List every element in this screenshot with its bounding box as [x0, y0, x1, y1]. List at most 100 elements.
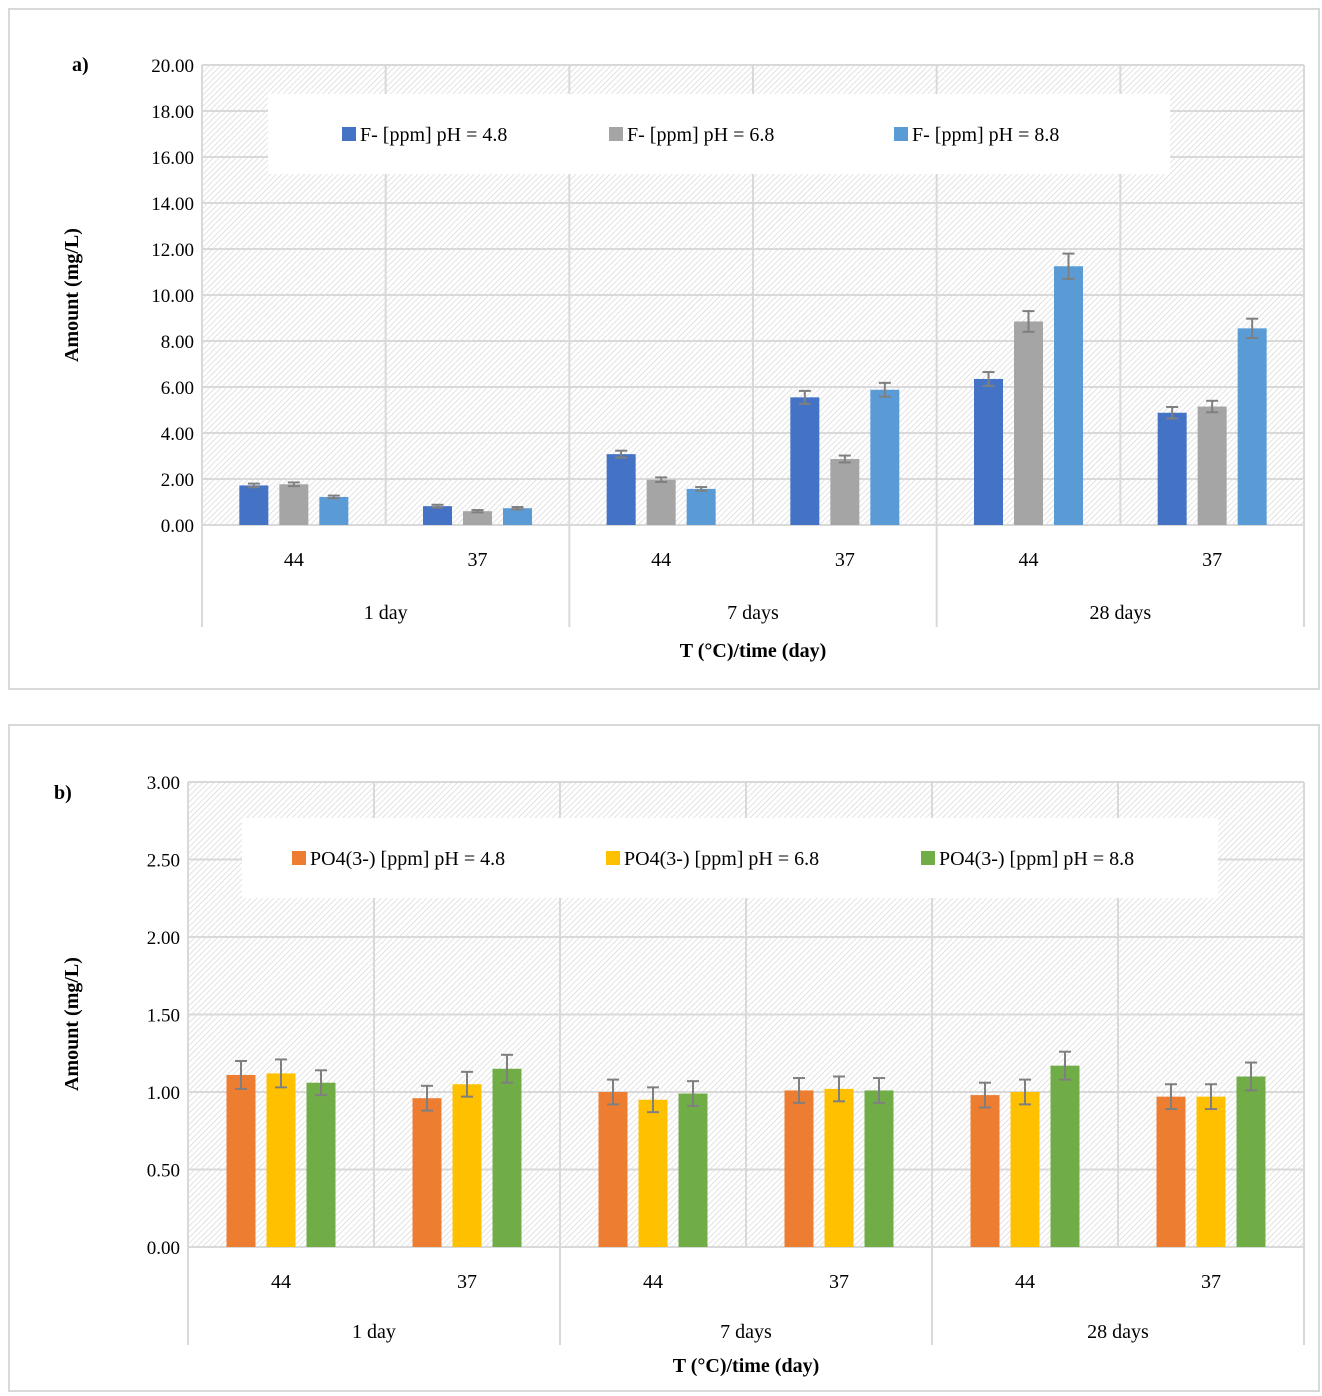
x-axis-title: T (°C)/time (day)	[680, 640, 827, 662]
bar	[678, 1093, 708, 1247]
bar	[830, 458, 860, 525]
bar	[423, 506, 452, 525]
panel-label: b)	[54, 782, 72, 804]
series-1-a	[239, 371, 1187, 525]
y-tick-label: 18.00	[151, 102, 194, 123]
bar	[1014, 321, 1043, 525]
y-tick-label: 2.00	[147, 928, 180, 949]
x-tick-label: 44	[271, 1271, 291, 1293]
bar	[226, 1074, 256, 1247]
y-axis-b: 0.00 0.50 1.00 1.50 2.00 2.50 3.00	[147, 773, 180, 1259]
bar	[1237, 328, 1267, 525]
x-tick-label: 44	[1015, 1271, 1035, 1293]
legend-swatch	[921, 851, 935, 865]
x-group-label: 1 day	[364, 602, 408, 624]
bar	[1050, 1065, 1080, 1247]
legend-label: F- [ppm] pH = 4.8	[360, 124, 507, 146]
chart-b-svg: 0.00 0.50 1.00 1.50 2.00 2.50 3.00 44 37 44 37 44 37…	[54, 773, 1305, 1377]
y-tick-label: 0.50	[147, 1161, 180, 1182]
legend-swatch	[292, 851, 306, 865]
bar	[974, 378, 1003, 525]
bar	[790, 397, 820, 525]
x-axis-a: 44 37 44 37 44 37 1 day 7 days 28 days	[201, 525, 1305, 627]
legend-b: PO4(3-) [ppm] pH = 4.8 PO4(3-) [ppm] pH =…	[242, 818, 1218, 898]
bar	[646, 479, 676, 525]
bar	[824, 1088, 854, 1247]
legend-label: PO4(3-) [ppm] pH = 4.8	[310, 848, 505, 870]
y-tick-label: 1.50	[147, 1006, 180, 1027]
bar	[598, 1092, 628, 1247]
bar	[784, 1090, 814, 1247]
legend-box	[268, 94, 1170, 174]
y-tick-label: 2.00	[161, 470, 194, 491]
bar	[638, 1099, 668, 1247]
bar	[864, 1090, 894, 1247]
bars-b	[226, 1050, 1266, 1247]
bar	[239, 485, 269, 525]
y-tick-label: 10.00	[151, 286, 194, 307]
bar	[870, 389, 900, 525]
legend-a: F- [ppm] pH = 4.8 F- [ppm] pH = 6.8 F- [pp…	[268, 94, 1170, 174]
y-tick-label: 14.00	[151, 194, 194, 215]
x-axis-b: 44 37 44 37 44 37 1 day 7 days 28 days	[187, 1247, 1305, 1345]
x-tick-label: 44	[651, 549, 671, 571]
bar	[463, 511, 492, 525]
panel-label: a)	[72, 54, 89, 76]
chart-panel-b: 0.00 0.50 1.00 1.50 2.00 2.50 3.00 44 37 44 37 44 37…	[8, 724, 1320, 1392]
x-group-label: 7 days	[720, 1321, 772, 1343]
y-tick-label: 4.00	[161, 424, 194, 445]
x-axis-title: T (°C)/time (day)	[673, 1355, 820, 1377]
chart-panel-a: 0.00 2.00 4.00 6.00 8.00 10.00 12.00 14.00 16.00…	[8, 8, 1320, 690]
x-tick-label: 37	[835, 549, 855, 571]
bar	[1236, 1076, 1266, 1247]
y-tick-label: 1.00	[147, 1083, 180, 1104]
legend-swatch	[609, 127, 623, 141]
series-2-a	[279, 310, 1227, 525]
y-axis-title: Amount (mg/L)	[61, 228, 83, 362]
bar	[503, 508, 532, 525]
legend-label: PO4(3-) [ppm] pH = 6.8	[624, 848, 819, 870]
bar	[1054, 266, 1083, 525]
x-tick-label: 37	[457, 1271, 477, 1293]
series-1-b	[226, 1060, 1186, 1247]
bar	[1010, 1092, 1040, 1247]
y-axis-a: 0.00 2.00 4.00 6.00 8.00 10.00 12.00 14.00 16.00…	[151, 56, 194, 537]
x-tick-label: 44	[643, 1271, 663, 1293]
x-tick-label: 37	[829, 1271, 849, 1293]
series-3-b	[306, 1050, 1266, 1247]
y-tick-label: 2.50	[147, 851, 180, 872]
bar	[452, 1084, 482, 1247]
y-tick-label: 12.00	[151, 240, 194, 261]
bar	[1157, 412, 1187, 525]
bars-a	[239, 252, 1267, 525]
x-group-label: 28 days	[1087, 1321, 1149, 1343]
bar	[970, 1095, 1000, 1247]
bar	[319, 496, 349, 525]
bar	[306, 1082, 336, 1247]
x-tick-label: 44	[284, 549, 304, 571]
bar	[1196, 1096, 1226, 1247]
y-tick-label: 3.00	[147, 773, 180, 794]
bar	[266, 1073, 296, 1247]
legend-swatch	[606, 851, 620, 865]
bar	[686, 488, 716, 525]
x-tick-label: 37	[1202, 549, 1222, 571]
y-axis-title: Amount (mg/L)	[61, 957, 83, 1091]
y-tick-label: 0.00	[161, 516, 194, 537]
legend-swatch	[342, 127, 356, 141]
bar	[1197, 406, 1227, 525]
legend-label: PO4(3-) [ppm] pH = 8.8	[939, 848, 1134, 870]
x-tick-label: 37	[468, 549, 488, 571]
legend-label: F- [ppm] pH = 6.8	[627, 124, 774, 146]
y-tick-label: 0.00	[147, 1238, 180, 1259]
bar	[606, 454, 636, 525]
chart-a-svg: 0.00 2.00 4.00 6.00 8.00 10.00 12.00 14.00 16.00…	[61, 54, 1305, 662]
x-tick-label: 44	[1019, 549, 1039, 571]
y-tick-label: 6.00	[161, 378, 194, 399]
legend-box	[242, 818, 1218, 898]
bar	[279, 484, 309, 525]
x-group-label: 1 day	[352, 1321, 396, 1343]
y-tick-label: 20.00	[151, 56, 194, 77]
bar	[492, 1068, 522, 1247]
series-2-b	[266, 1058, 1226, 1247]
